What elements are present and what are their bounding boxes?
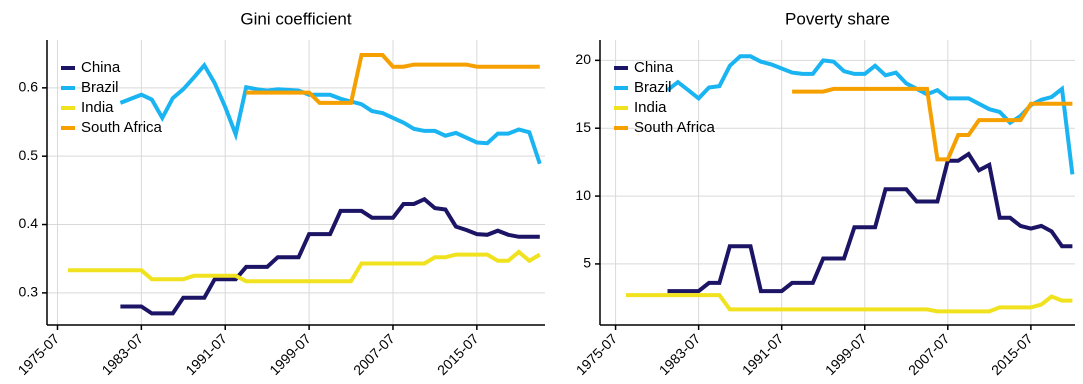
legend-label: Brazil [81, 79, 119, 96]
x-tick-label: 2007-07 [905, 330, 953, 378]
y-tick-label: 5 [583, 255, 591, 271]
legend-label: South Africa [81, 119, 163, 136]
x-tick-label: 1983-07 [98, 330, 146, 378]
x-tick-label: 1975-07 [573, 330, 621, 378]
y-tick-label: 0.6 [19, 79, 39, 95]
series-line [667, 151, 1073, 294]
chart-title: Poverty share [785, 9, 890, 28]
x-tick-label: 1983-07 [656, 330, 704, 378]
y-tick-label: 15 [575, 119, 591, 135]
chart-title: Gini coefficient [240, 9, 351, 28]
series-line [626, 293, 1073, 314]
y-tick-label: 10 [575, 187, 591, 203]
x-tick-label: 1975-07 [15, 330, 63, 378]
series-line [666, 54, 1075, 175]
y-tick-label: 0.5 [19, 147, 39, 163]
y-tick-label: 0.3 [19, 284, 39, 300]
series-line [246, 53, 540, 105]
x-tick-label: 1991-07 [182, 330, 230, 378]
x-tick-label: 2015-07 [988, 330, 1036, 378]
series-line [119, 61, 542, 165]
y-tick-label: 20 [575, 51, 591, 67]
legend-label: South Africa [634, 119, 716, 136]
series-line [120, 196, 540, 316]
y-tick-label: 0.4 [19, 215, 39, 231]
x-tick-label: 2015-07 [434, 330, 482, 378]
legend-label: Brazil [634, 79, 672, 96]
legend-label: India [634, 99, 667, 116]
legend-label: India [81, 99, 114, 116]
legend-label: China [634, 59, 674, 76]
x-tick-label: 1999-07 [266, 330, 314, 378]
series-line [68, 249, 541, 284]
series-line [792, 86, 1073, 162]
x-tick-label: 1999-07 [822, 330, 870, 378]
legend-label: China [81, 59, 121, 76]
x-tick-label: 1991-07 [739, 330, 787, 378]
x-tick-label: 2007-07 [350, 330, 398, 378]
